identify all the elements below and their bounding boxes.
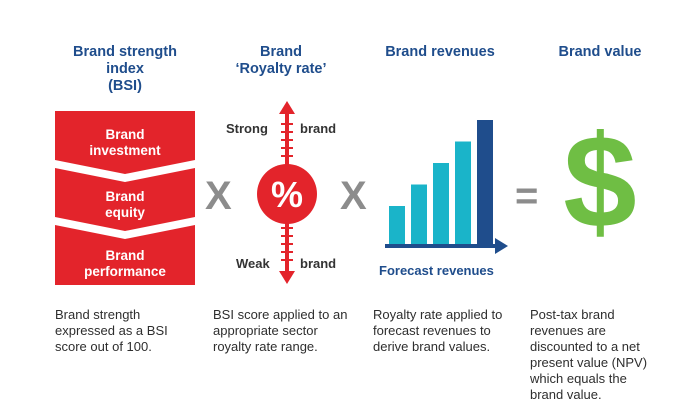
royalty-description: BSI score applied to an appropriate sect… bbox=[213, 307, 348, 354]
royalty-rate-title: Brand ‘Royalty rate’ bbox=[235, 44, 327, 77]
percent-circle bbox=[257, 164, 317, 224]
scale-arrow-up-icon bbox=[279, 101, 295, 114]
bsi-block-investment bbox=[55, 111, 195, 174]
revenue-bar bbox=[455, 141, 471, 244]
revenue-bar bbox=[477, 120, 493, 244]
revenue-bar bbox=[389, 206, 405, 244]
bsi-description: Brand strength expressed as a BSI score … bbox=[55, 307, 168, 354]
brand-revenues-title: Brand revenues bbox=[385, 44, 495, 60]
percent-icon: % bbox=[271, 174, 303, 215]
revenue-bar bbox=[433, 163, 449, 244]
bsi-label-performance: Brand performance bbox=[84, 248, 166, 279]
bsi-label-investment: Brand investment bbox=[89, 127, 161, 158]
multiply-operator-1: X bbox=[205, 174, 232, 218]
brand-value-title: Brand value bbox=[558, 44, 642, 60]
weak-label: Weak bbox=[236, 256, 270, 271]
revenues-axis-label: Forecast revenues bbox=[379, 263, 494, 278]
bsi-block-performance bbox=[55, 225, 195, 285]
scale-ticks bbox=[281, 123, 293, 261]
revenues-description: Royalty rate applied to forecast revenue… bbox=[373, 307, 503, 354]
value-description: Post-tax brand revenues are discounted t… bbox=[530, 307, 648, 402]
multiply-operator-2: X bbox=[340, 174, 367, 218]
brand-label-top: brand bbox=[300, 121, 337, 136]
revenue-bar bbox=[411, 184, 427, 244]
revenues-axis-arrow-icon bbox=[495, 238, 508, 254]
scale-arrow-down-icon bbox=[279, 271, 295, 284]
revenues-bars bbox=[389, 120, 493, 244]
equals-operator: = bbox=[515, 174, 539, 218]
bsi-title: Brand strength index (BSI) bbox=[73, 44, 177, 94]
dollar-icon: $ bbox=[563, 108, 637, 255]
strong-label: Strong bbox=[226, 121, 268, 136]
bsi-label-equity: Brand equity bbox=[105, 189, 145, 220]
brand-label-bottom: brand bbox=[300, 256, 337, 271]
bsi-block-equity bbox=[55, 168, 195, 231]
